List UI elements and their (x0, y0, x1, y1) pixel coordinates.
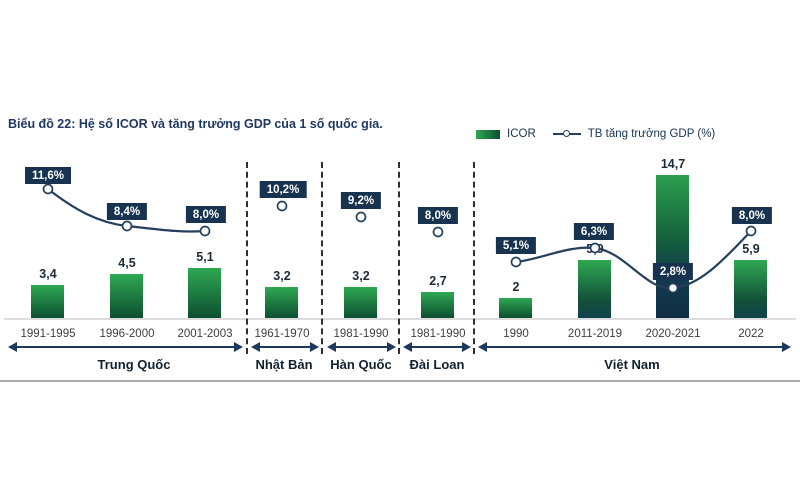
icor-bar (188, 268, 221, 318)
gdp-marker (42, 183, 54, 195)
icor-bar (734, 260, 767, 318)
gdp-marker (121, 220, 133, 232)
icor-bar (421, 292, 454, 318)
icor-value-label: 5,9 (586, 242, 604, 256)
group-range-arrow-icon (251, 342, 319, 352)
gdp-label: 8,0% (731, 207, 773, 224)
group-separator (398, 162, 400, 354)
gdp-marker (355, 211, 367, 223)
gdp-label: 8,0% (417, 207, 459, 224)
gdp-label: 10,2% (259, 181, 307, 198)
period-label: 2011-2019 (567, 328, 623, 340)
gdp-legend-dot-icon (562, 129, 570, 137)
icor-bar (656, 175, 689, 318)
icor-value-label: 5,9 (742, 242, 760, 256)
icor-value-label: 3,2 (352, 269, 370, 283)
period-label: 2001-2003 (177, 328, 233, 340)
period-label: 2020-2021 (645, 328, 701, 340)
gdp-label: 11,6% (25, 167, 71, 184)
group-label: Nhật Bản (255, 357, 313, 372)
icor-value-label: 2 (512, 280, 520, 294)
gdp-label: 5,1% (495, 237, 537, 254)
icor-value-label: 5,1 (196, 250, 214, 264)
period-label: 1961-1970 (254, 328, 310, 340)
icor-bar (499, 298, 532, 318)
x-axis-baseline (4, 318, 796, 320)
group-label: Việt Nam (604, 357, 660, 372)
icor-legend-swatch-icon (476, 129, 500, 139)
gdp-trend-line-vietnam (515, 230, 752, 290)
bottom-separator-line (0, 380, 800, 382)
group-separator (473, 162, 475, 354)
icor-bar (265, 287, 298, 318)
group-range-arrow-icon (478, 342, 791, 352)
gdp-label: 9,2% (340, 192, 382, 209)
icor-bar (110, 274, 143, 318)
group-separator (321, 162, 323, 354)
icor-bar (578, 260, 611, 318)
group-label: Hàn Quốc (330, 357, 392, 372)
gdp-marker (276, 200, 288, 212)
gdp-legend-marker-icon (552, 129, 581, 137)
period-label: 1996-2000 (99, 328, 155, 340)
legend: ICOR TB tăng trưởng GDP (%) (476, 128, 715, 140)
gdp-label: 8,0% (185, 206, 227, 223)
legend-label-gdp: TB tăng trưởng GDP (%) (587, 128, 716, 140)
icor-bar (31, 285, 64, 318)
group-range-arrow-icon (403, 342, 471, 352)
icor-value-label: 4,5 (118, 256, 136, 270)
icor-value-label: 3,4 (39, 267, 57, 281)
gdp-label: 8,4% (106, 203, 148, 220)
legend-label-icor: ICOR (507, 128, 536, 140)
group-label: Trung Quốc (97, 357, 171, 372)
icor-bar (344, 287, 377, 318)
period-label: 2022 (738, 328, 764, 340)
icor-value-label: 3,2 (273, 269, 291, 283)
period-label: 1991-1995 (20, 328, 76, 340)
gdp-marker (510, 256, 522, 268)
gdp-label: 2,8% (652, 263, 694, 280)
period-label: 1981-1990 (410, 328, 466, 340)
group-range-arrow-icon (8, 342, 243, 352)
chart-title: Biểu đồ 22: Hệ số ICOR và tăng trưởng GD… (8, 117, 383, 131)
icor-value-label: 14,7 (660, 157, 686, 171)
period-label: 1981-1990 (333, 328, 389, 340)
icor-value-label: 2,7 (429, 274, 447, 288)
gdp-marker (199, 225, 211, 237)
group-separator (246, 162, 248, 354)
group-range-arrow-icon (327, 342, 396, 352)
period-label: 1990 (503, 328, 529, 340)
gdp-label: 6,3% (573, 223, 615, 240)
gdp-marker (745, 225, 757, 237)
gdp-marker (432, 226, 444, 238)
group-label: Đài Loan (409, 357, 465, 372)
